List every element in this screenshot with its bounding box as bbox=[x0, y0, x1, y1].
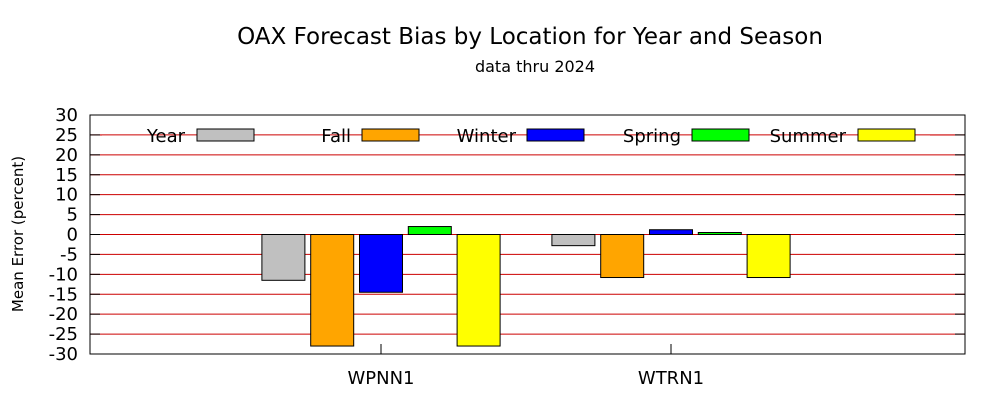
legend-swatch-spring bbox=[691, 128, 750, 142]
legend-label-winter: Winter bbox=[457, 126, 517, 147]
y-tick-label: 15 bbox=[55, 165, 78, 186]
x-ticks: WPNN1 WTRN1 bbox=[347, 344, 704, 389]
chart-title: OAX Forecast Bias by Location for Year a… bbox=[237, 24, 823, 50]
bar-year-wpnn1 bbox=[261, 234, 306, 281]
y-tick-label: -20 bbox=[49, 304, 78, 325]
y-tick-label: -5 bbox=[60, 244, 78, 265]
y-tick-label: 10 bbox=[55, 185, 78, 206]
legend-label-summer: Summer bbox=[770, 126, 847, 147]
y-tick-label: 30 bbox=[55, 105, 78, 126]
y-tick-label: 0 bbox=[67, 225, 78, 246]
bar-spring-wtrn1 bbox=[697, 232, 742, 235]
bar-winter-wpnn1 bbox=[359, 234, 403, 293]
legend-swatch-winter bbox=[526, 128, 585, 142]
legend-label-year: Year bbox=[146, 126, 186, 147]
y-tick-label: -25 bbox=[49, 324, 78, 345]
y-tick-label: -15 bbox=[49, 284, 78, 305]
legend: Year Fall Winter Spring Summer bbox=[100, 126, 955, 147]
plot-frame bbox=[89, 114, 966, 355]
y-tick-label: -10 bbox=[49, 264, 78, 285]
bar-summer-wtrn1 bbox=[746, 234, 791, 279]
y-tick-label: 20 bbox=[55, 145, 78, 166]
y-axis-label: Mean Error (percent) bbox=[9, 156, 27, 312]
bar-year-wtrn1 bbox=[551, 234, 596, 247]
bar-spring-wpnn1 bbox=[407, 226, 452, 236]
legend-label-spring: Spring bbox=[623, 126, 681, 147]
gridlines bbox=[90, 134, 965, 335]
y-tick-label: 25 bbox=[55, 125, 78, 146]
bar-winter-wtrn1 bbox=[649, 229, 693, 236]
x-tick-label: WTRN1 bbox=[638, 368, 704, 389]
y-tick-label: 5 bbox=[67, 205, 78, 226]
chart-subtitle: data thru 2024 bbox=[475, 57, 595, 76]
bars bbox=[261, 226, 791, 347]
legend-swatch-fall bbox=[361, 128, 420, 142]
legend-label-fall: Fall bbox=[321, 126, 351, 147]
y-tick-label: -30 bbox=[49, 344, 78, 365]
bar-summer-wpnn1 bbox=[456, 234, 501, 347]
legend-swatch-summer bbox=[857, 128, 916, 142]
bar-fall-wpnn1 bbox=[310, 234, 355, 347]
bar-fall-wtrn1 bbox=[600, 234, 645, 279]
legend-swatch-year bbox=[196, 128, 255, 142]
x-tick-label: WPNN1 bbox=[347, 368, 414, 389]
